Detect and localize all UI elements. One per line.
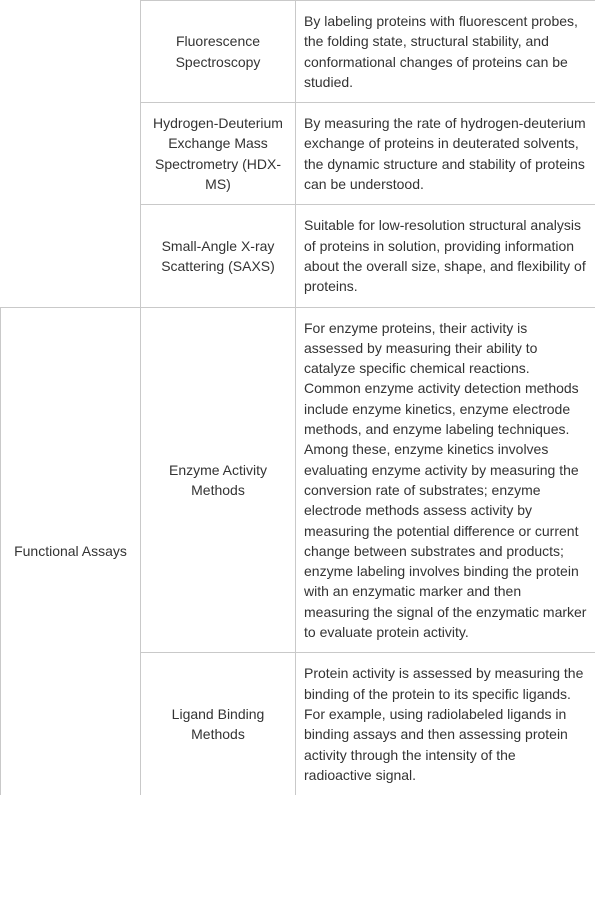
method-cell: Small-Angle X-ray Scattering (SAXS) bbox=[141, 205, 296, 307]
table-row: Functional Assays Enzyme Activity Method… bbox=[1, 307, 595, 653]
table-wrapper: Fluorescence Spectroscopy By labeling pr… bbox=[0, 0, 595, 795]
method-cell: Fluorescence Spectroscopy bbox=[141, 1, 296, 103]
method-cell: Ligand Binding Methods bbox=[141, 653, 296, 795]
method-cell: Hydrogen-Deuterium Exchange Mass Spectro… bbox=[141, 103, 296, 205]
category-cell bbox=[1, 1, 141, 308]
description-cell: For enzyme proteins, their activity is a… bbox=[296, 307, 595, 653]
methods-table: Fluorescence Spectroscopy By labeling pr… bbox=[0, 0, 595, 795]
category-cell: Functional Assays bbox=[1, 307, 141, 795]
description-cell: By labeling proteins with fluorescent pr… bbox=[296, 1, 595, 103]
method-cell: Enzyme Activity Methods bbox=[141, 307, 296, 653]
description-cell: By measuring the rate of hydrogen-deuter… bbox=[296, 103, 595, 205]
description-cell: Protein activity is assessed by measurin… bbox=[296, 653, 595, 795]
table-row: Fluorescence Spectroscopy By labeling pr… bbox=[1, 1, 595, 103]
description-cell: Suitable for low-resolution structural a… bbox=[296, 205, 595, 307]
